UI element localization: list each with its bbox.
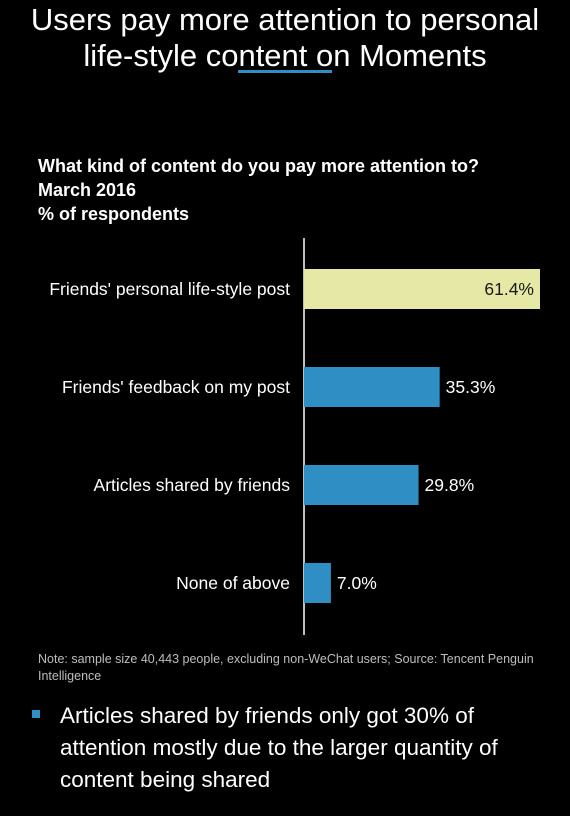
bars-group: Friends' personal life-style post 61.4% Fr…: [49, 269, 540, 603]
chart-heading: What kind of content do you pay more att…: [38, 154, 479, 226]
value-label-0: 61.4%: [484, 279, 534, 299]
bar-chart: Friends' personal life-style post 61.4% Fr…: [49, 238, 540, 635]
chart-note: Note: sample size 40,443 people, excludi…: [38, 652, 534, 683]
value-label-2: 29.8%: [425, 475, 475, 495]
bullet-square-icon: [32, 710, 40, 718]
bullet-text: Articles shared by friends only got 30% …: [60, 703, 498, 792]
title-underline: [238, 70, 332, 73]
chart-unit-label: % of respondents: [38, 204, 190, 224]
bar-1: [304, 367, 440, 407]
category-label-1: Friends' feedback on my post: [62, 377, 290, 397]
chart-title: What kind of content do you pay more att…: [38, 156, 479, 176]
category-label-0: Friends' personal life-style post: [49, 279, 290, 299]
value-label-1: 35.3%: [446, 377, 496, 397]
value-label-3: 7.0%: [337, 573, 377, 593]
bar-0: [304, 269, 540, 309]
title-line-1: Users pay more attention to personal: [30, 2, 540, 37]
bar-3: [304, 563, 331, 603]
page-title: Users pay more attention to personal lif…: [0, 2, 570, 74]
category-label-2: Articles shared by friends: [94, 475, 291, 495]
category-label-3: None of above: [176, 573, 290, 593]
bar-2: [304, 465, 419, 505]
title-line-2: life-style content on Moments: [83, 38, 487, 73]
chart-subtitle: March 2016: [38, 180, 137, 200]
